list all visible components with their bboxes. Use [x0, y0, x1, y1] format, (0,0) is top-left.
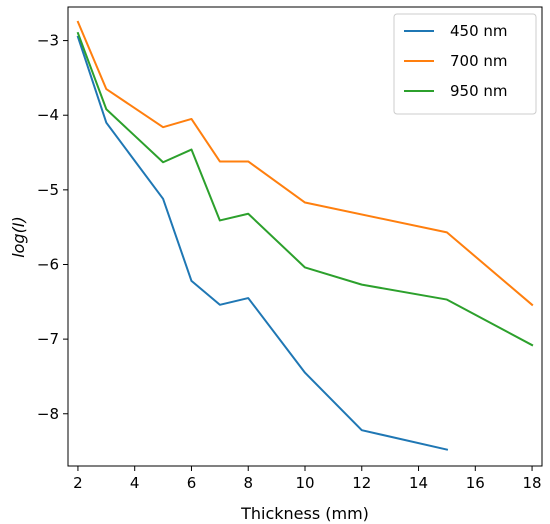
y-tick-label: −7	[37, 330, 59, 348]
x-tick-label: 4	[130, 474, 140, 492]
series-line-450-nm	[76, 35, 449, 451]
y-axis-label: log(I)	[9, 216, 28, 258]
legend-box	[393, 13, 537, 115]
legend-label: 450 nm	[450, 22, 508, 40]
x-tick-label: 8	[243, 474, 253, 492]
y-tick-label: −4	[37, 106, 59, 124]
x-tick-label: 10	[295, 474, 314, 492]
x-tick-label: 12	[352, 474, 371, 492]
y-tick-label: −8	[37, 405, 59, 423]
legend-label: 950 nm	[450, 82, 508, 100]
x-tick-label: 6	[187, 474, 197, 492]
series-line-700-nm	[76, 20, 534, 307]
x-tick-label: 2	[73, 474, 83, 492]
y-tick-label: −5	[37, 181, 59, 199]
x-tick-label: 18	[523, 474, 542, 492]
x-tick-label: 16	[466, 474, 485, 492]
series-line-950-nm	[76, 31, 534, 347]
y-tick-label: −3	[37, 32, 59, 50]
x-tick-label: 14	[409, 474, 428, 492]
legend-label: 700 nm	[450, 52, 508, 70]
x-axis-label: Thickness (mm)	[240, 504, 369, 523]
y-tick-label: −6	[37, 255, 59, 273]
